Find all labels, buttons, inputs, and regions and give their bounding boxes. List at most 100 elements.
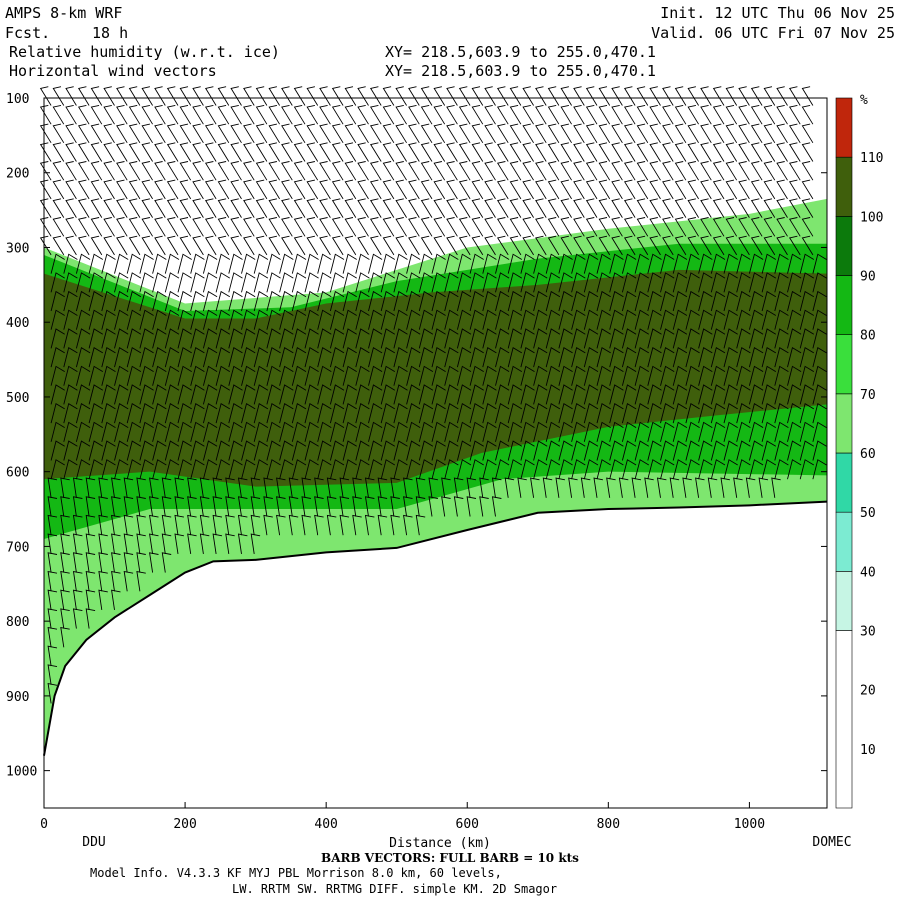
wind-barb-1067 <box>585 179 598 200</box>
wind-barb-188 <box>126 290 142 312</box>
wind-barb-1339 <box>748 328 764 349</box>
colorbar-tick-70: 70 <box>860 388 876 403</box>
wind-barb-937 <box>509 217 522 237</box>
wind-barb-282 <box>161 552 172 573</box>
wind-barb-857 <box>469 421 484 442</box>
wind-barb-667 <box>368 403 383 424</box>
wind-barb-1003 <box>547 217 560 237</box>
wind-barb-573 <box>317 440 332 461</box>
wind-barb-1449 <box>812 365 827 386</box>
wind-barb-732 <box>406 272 421 293</box>
wind-barb-418 <box>241 272 256 293</box>
wind-barb-152 <box>103 142 115 162</box>
wind-barb-1411 <box>787 440 802 461</box>
wind-barb-769 <box>415 514 426 536</box>
wind-barb-1447 <box>812 328 827 349</box>
wind-barb-279 <box>161 496 172 517</box>
wind-barb-384 <box>217 104 230 125</box>
wind-barb-271 <box>164 347 180 368</box>
wind-barb-182 <box>116 179 128 200</box>
wind-barb-892 <box>484 217 496 237</box>
wind-barb-157 <box>103 235 115 256</box>
wind-barb-757 <box>418 290 434 312</box>
wind-barb-847 <box>458 235 471 256</box>
wind-barb-1414 <box>788 104 801 125</box>
wind-barb-192 <box>126 365 142 386</box>
wind-barb-1246 <box>687 235 699 256</box>
wind-barb-230 <box>136 570 146 592</box>
wind-barb-49 <box>63 384 78 405</box>
wind-barb-1004 <box>547 235 560 256</box>
wind-barb-692 <box>380 421 396 442</box>
wind-barb-260 <box>154 142 166 162</box>
wind-barb-1260 <box>700 86 712 106</box>
wind-barb-1223 <box>674 217 687 237</box>
wind-barb-348 <box>202 365 218 386</box>
wind-barb-156 <box>103 217 115 237</box>
wind-barb-448 <box>253 365 269 386</box>
wind-barb-641 <box>355 365 370 386</box>
wind-barb-719 <box>390 477 400 498</box>
wind-barb-1307 <box>725 142 738 162</box>
wind-barb-1236 <box>685 459 700 480</box>
wind-barb-495 <box>279 328 294 349</box>
wind-barb-502 <box>279 459 294 480</box>
wind-barb-1080 <box>596 421 611 442</box>
wind-barb-1032 <box>571 347 586 368</box>
wind-barb-1197 <box>662 142 674 162</box>
wind-barb-773 <box>420 142 433 162</box>
colorbar-tick-60: 60 <box>860 447 876 462</box>
wind-barb-793 <box>433 86 446 106</box>
wind-barb-841 <box>458 123 471 144</box>
wind-barb-1263 <box>700 142 712 162</box>
wind-barb-991 <box>545 403 561 424</box>
colorbar-tick-80: 80 <box>860 329 876 344</box>
wind-barb-337 <box>192 161 204 181</box>
wind-barb-65 <box>65 123 77 144</box>
wind-barb-1118 <box>621 309 637 330</box>
wind-barb-203 <box>123 570 134 592</box>
wind-barb-1109 <box>611 142 623 162</box>
wind-barb-1385 <box>774 365 789 386</box>
wind-barb-895 <box>495 272 510 293</box>
wind-barb-440 <box>243 217 255 237</box>
wind-barb-359 <box>204 104 217 125</box>
wind-barb-840 <box>458 104 471 125</box>
wind-barb-575 <box>314 477 324 498</box>
wind-barb-934 <box>509 161 522 181</box>
wind-barb-1408 <box>787 384 802 405</box>
wind-barb-1270 <box>710 272 726 293</box>
wind-barb-843 <box>458 161 471 181</box>
wind-barb-1005 <box>558 253 573 274</box>
x-tick-label-800: 800 <box>597 817 620 832</box>
wind-barb-1095 <box>609 290 624 312</box>
wind-barb-659 <box>368 253 383 274</box>
endpoint-left: DDU <box>82 835 105 850</box>
wind-barb-1064 <box>585 123 598 144</box>
wind-barb-558 <box>306 161 319 181</box>
wind-barb-196 <box>126 440 142 461</box>
wind-barb-901 <box>495 384 510 405</box>
wind-barb-586 <box>319 235 331 256</box>
wind-barb-963 <box>533 290 548 312</box>
wind-barb-1442 <box>801 235 814 256</box>
wind-barb-32 <box>47 683 58 704</box>
wind-barb-1198 <box>662 161 674 181</box>
forecast-value: 18 h <box>92 24 128 42</box>
colorbar-bin-90 <box>835 216 853 276</box>
wind-barb-1055 <box>583 365 599 386</box>
wind-barb-956 <box>522 161 534 181</box>
wind-barb-1430 <box>799 403 815 424</box>
wind-barb-11 <box>50 290 65 312</box>
colorbar-unit: % <box>860 93 868 108</box>
wind-barb-398 <box>228 365 243 386</box>
wind-barb-69 <box>65 198 77 218</box>
wind-barb-1293 <box>723 290 738 312</box>
wind-barb-95 <box>77 142 90 162</box>
y-tick-label-800: 800 <box>6 615 29 630</box>
wind-barb-909 <box>496 104 509 125</box>
wind-barb-1056 <box>583 384 599 405</box>
wind-barb-357 <box>199 533 210 554</box>
wind-barb-59 <box>60 570 70 592</box>
wind-barb-574 <box>317 459 332 480</box>
